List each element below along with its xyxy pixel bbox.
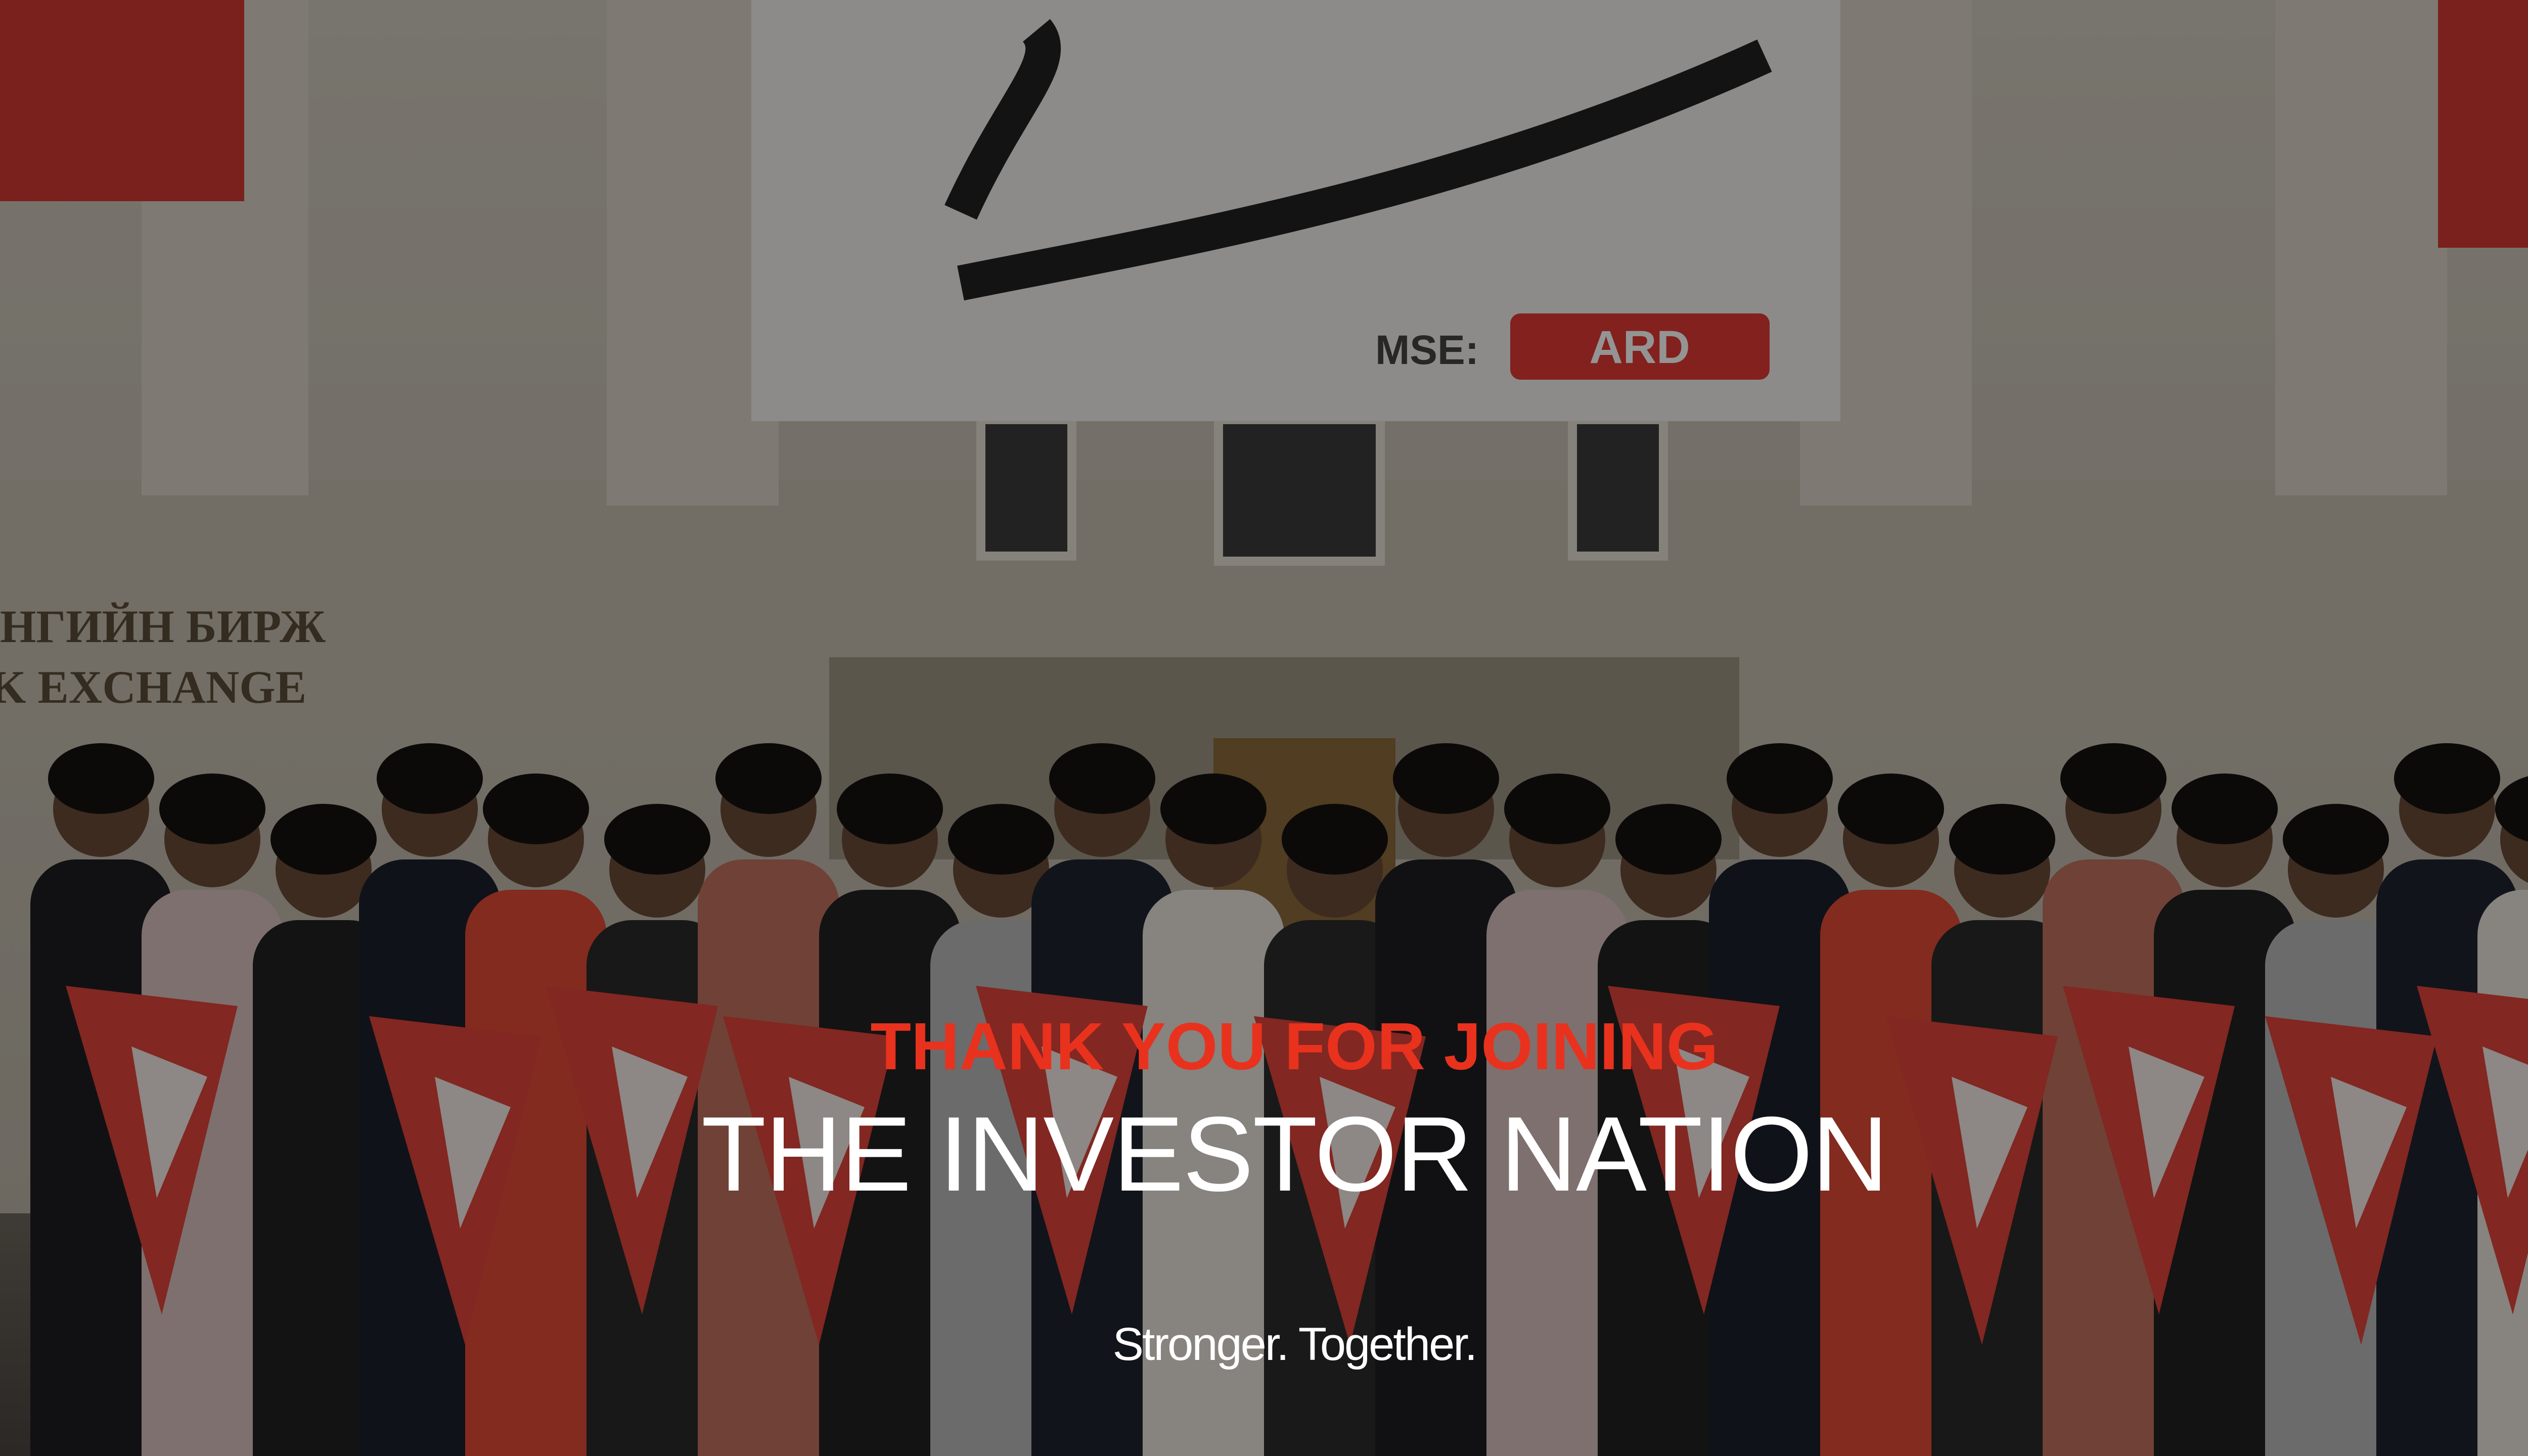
dark-overlay [0,0,2528,1456]
slide: MSE: ARD НГИЙН БИРЖ K EXCHANGE THANK YOU… [0,0,2528,1456]
title: THE INVESTOR NATION [701,1095,1887,1213]
headline: THANK YOU FOR JOINING [870,1009,1718,1083]
tagline: Stronger. Together. [1113,1318,1476,1370]
page: Investor Nation {"slide": {"headline": "… [0,0,2528,1456]
page-body: MSE: ARD НГИЙН БИРЖ K EXCHANGE THANK YOU… [0,0,2528,1456]
